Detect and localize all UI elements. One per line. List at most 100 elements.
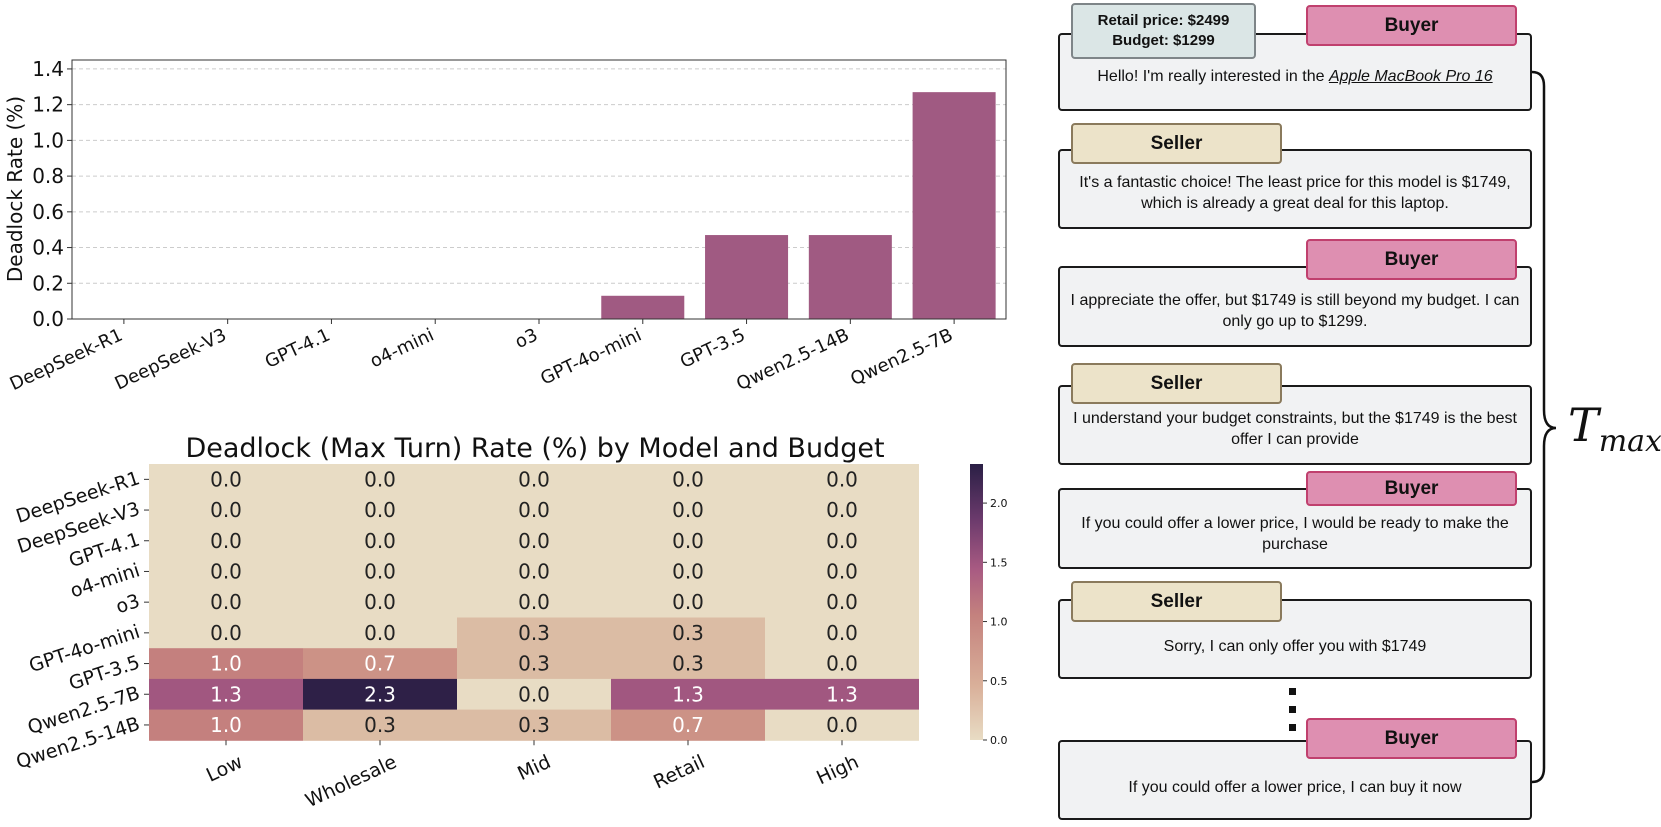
heatmap-cell bbox=[765, 648, 919, 680]
heatmap-cell-label: 0.0 bbox=[210, 590, 242, 614]
heatmap-cell-label: 0.0 bbox=[364, 498, 396, 522]
heatmap: Deadlock (Max Turn) Rate (%) by Model an… bbox=[13, 433, 1007, 812]
heatmap-cell bbox=[611, 525, 765, 557]
tmax-label: Tmax bbox=[1568, 398, 1661, 459]
bar-y-tick-label: 1.2 bbox=[32, 93, 64, 117]
seller-tag-1-label: Seller bbox=[1150, 132, 1203, 154]
heatmap-cell bbox=[149, 648, 303, 680]
heatmap-cell-label: 0.0 bbox=[672, 590, 704, 614]
heatmap-cell-label: 1.3 bbox=[826, 682, 858, 706]
heatmap-cell-label: 0.0 bbox=[826, 713, 858, 737]
heatmap-cell-label: 0.3 bbox=[518, 621, 550, 645]
bar-y-ticks: 0.0 0.2 0.4 0.6 0.8 1.0 1.2 1.4 bbox=[32, 57, 72, 331]
heatmap-cell-label: 0.0 bbox=[364, 590, 396, 614]
heatmap-cell-label: 0.0 bbox=[826, 621, 858, 645]
ellipsis-dot-1 bbox=[1289, 688, 1296, 695]
heatmap-title: Deadlock (Max Turn) Rate (%) by Model an… bbox=[185, 433, 884, 464]
heatmap-cell-label: 0.0 bbox=[210, 498, 242, 522]
heatmap-cell bbox=[149, 678, 303, 711]
heatmap-cell-label: 2.3 bbox=[364, 682, 396, 706]
heatmap-cell bbox=[611, 678, 765, 711]
heatmap-cell bbox=[149, 586, 303, 618]
bar bbox=[601, 295, 685, 319]
buyer-message-4-text: If you could offer a lower price, I can … bbox=[1128, 778, 1462, 796]
buyer-message-3-text: If you could offer a lower price, I woul… bbox=[1081, 514, 1509, 553]
heatmap-cell bbox=[457, 464, 611, 496]
heatmap-cell-label: 0.3 bbox=[672, 621, 704, 645]
heatmap-cell-label: 0.0 bbox=[518, 498, 550, 522]
bar-y-tick-label: 0.8 bbox=[32, 164, 64, 188]
colorbar-ticks: 0.0 0.5 1.0 1.5 2.0 bbox=[983, 497, 1008, 747]
seller-message-1-text: It's a fantastic choice! The least price… bbox=[1079, 174, 1511, 212]
heatmap-cell bbox=[457, 586, 611, 618]
heatmap-cell-label: 0.0 bbox=[826, 652, 858, 676]
colorbar-tick-label: 0.5 bbox=[990, 675, 1008, 688]
heatmap-cell bbox=[765, 494, 919, 526]
buyer-tag-3-label: Buyer bbox=[1384, 477, 1439, 499]
heatmap-cell-label: 0.0 bbox=[672, 529, 704, 553]
heatmap-cell bbox=[611, 494, 765, 526]
heatmap-cell bbox=[765, 678, 919, 711]
bar-series bbox=[601, 92, 996, 319]
bar-y-tick-label: 0.0 bbox=[32, 307, 64, 331]
heatmap-cell bbox=[303, 494, 457, 526]
heatmap-cell-label: 0.0 bbox=[364, 559, 396, 583]
heatmap-cell-label: 1.0 bbox=[210, 652, 242, 676]
heatmap-cell-label: 0.0 bbox=[210, 467, 242, 491]
heatmap-cell-label: 0.0 bbox=[518, 467, 550, 491]
heatmap-cell bbox=[303, 648, 457, 680]
heatmap-cell bbox=[765, 586, 919, 618]
heatmap-cell bbox=[303, 464, 457, 496]
heatmap-cell-label: 1.3 bbox=[672, 682, 704, 706]
heatmap-cell-label: 0.0 bbox=[826, 559, 858, 583]
heatmap-cell bbox=[149, 556, 303, 588]
heatmap-cell bbox=[303, 678, 457, 711]
heatmap-cell-label: 0.0 bbox=[364, 467, 396, 491]
retail-price: Retail price: $2499 bbox=[1097, 12, 1230, 29]
seller-tag-2: Seller bbox=[1071, 363, 1282, 404]
heatmap-cell bbox=[149, 525, 303, 557]
heatmap-cell bbox=[765, 464, 919, 496]
buyer-tag-1-label: Buyer bbox=[1384, 14, 1439, 36]
heatmap-cell-label: 0.0 bbox=[672, 498, 704, 522]
heatmap-cell bbox=[149, 464, 303, 496]
heatmap-cell-label: 0.3 bbox=[518, 652, 550, 676]
buyer-tag-4-label: Buyer bbox=[1384, 727, 1439, 749]
heatmap-cell bbox=[765, 525, 919, 557]
heatmap-cell bbox=[611, 617, 765, 649]
heatmap-cell bbox=[765, 556, 919, 588]
tmax-main: T bbox=[1568, 398, 1599, 452]
colorbar bbox=[970, 464, 983, 740]
buyer-message-4: If you could offer a lower price, I can … bbox=[1058, 740, 1532, 820]
heatmap-cell bbox=[457, 556, 611, 588]
heatmap-cell-label: 0.3 bbox=[364, 713, 396, 737]
heatmap-cell-label: 0.0 bbox=[364, 529, 396, 553]
buyer-tag-1: Buyer bbox=[1306, 5, 1517, 46]
heatmap-cell bbox=[611, 556, 765, 588]
seller-message-2-text: I understand your budget constraints, bu… bbox=[1073, 410, 1517, 448]
heatmap-cell-label: 0.0 bbox=[826, 498, 858, 522]
bar bbox=[912, 92, 996, 319]
seller-tag-3: Seller bbox=[1071, 581, 1282, 622]
heatmap-cell bbox=[149, 709, 303, 741]
heatmap-cell-label: 0.0 bbox=[826, 467, 858, 491]
bar-y-tick-label: 1.4 bbox=[32, 57, 64, 81]
tmax-subscript: max bbox=[1598, 424, 1661, 459]
heatmap-cell-label: 0.0 bbox=[518, 682, 550, 706]
budget: Budget: $1299 bbox=[1112, 32, 1215, 49]
heatmap-cell bbox=[765, 709, 919, 741]
heatmap-cell-label: 0.0 bbox=[210, 529, 242, 553]
heatmap-cell bbox=[149, 494, 303, 526]
heatmap-cell bbox=[303, 556, 457, 588]
bar bbox=[808, 235, 892, 319]
buyer-message-1: Hello! I'm really interested in the Appl… bbox=[1058, 33, 1532, 111]
heatmap-cell bbox=[303, 617, 457, 649]
heatmap-cell-label: 0.0 bbox=[826, 590, 858, 614]
heatmap-cell bbox=[457, 525, 611, 557]
bar-y-tick-label: 0.2 bbox=[32, 271, 64, 295]
heatmap-cell bbox=[457, 494, 611, 526]
heatmap-cell-label: 0.0 bbox=[672, 559, 704, 583]
